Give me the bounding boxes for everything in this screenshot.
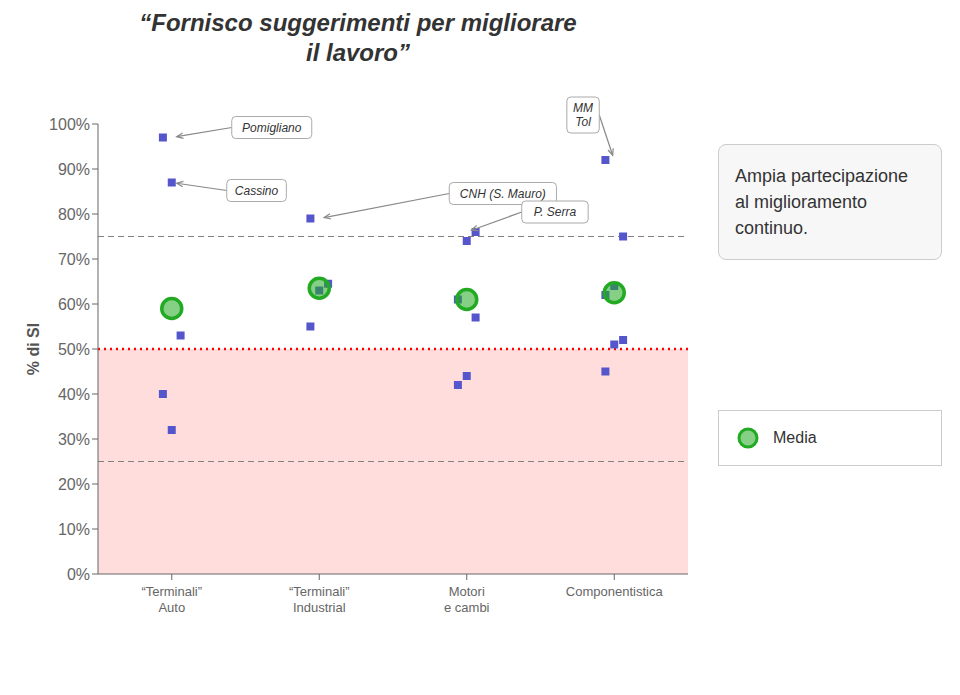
svg-text:Componentistica: Componentistica bbox=[566, 584, 664, 599]
svg-text:“Terminali”Industrial: “Terminali”Industrial bbox=[289, 584, 350, 615]
svg-text:100%: 100% bbox=[49, 116, 90, 133]
svg-text:10%: 10% bbox=[58, 521, 90, 538]
svg-text:P. Serra: P. Serra bbox=[534, 205, 577, 219]
svg-text:60%: 60% bbox=[58, 296, 90, 313]
svg-text:70%: 70% bbox=[58, 251, 90, 268]
svg-text:MMTol: MMTol bbox=[573, 101, 593, 129]
html-text:“Fornisco suggerimenti per mig: “Fornisco suggerimenti per migliorare bbox=[139, 9, 577, 36]
svg-text:% di SI: % di SI bbox=[25, 323, 42, 375]
svg-text:50%: 50% bbox=[58, 341, 90, 358]
svg-text:“Terminali”Auto: “Terminali”Auto bbox=[141, 584, 202, 615]
svg-text:Motorie cambi: Motorie cambi bbox=[444, 584, 490, 615]
html-text:il lavoro”: il lavoro” bbox=[306, 39, 410, 66]
svg-text:30%: 30% bbox=[58, 431, 90, 448]
html-text:Media: Media bbox=[773, 429, 817, 446]
svg-text:0%: 0% bbox=[67, 566, 90, 583]
svg-text:Pomigliano: Pomigliano bbox=[242, 121, 302, 135]
svg-text:CNH (S. Mauro): CNH (S. Mauro) bbox=[460, 187, 546, 201]
html-text:Ampia partecipazione al miglio: Ampia partecipazione al miglioramento co… bbox=[735, 166, 909, 238]
svg-text:Cassino: Cassino bbox=[235, 184, 279, 198]
svg-text:40%: 40% bbox=[58, 386, 90, 403]
svg-text:20%: 20% bbox=[58, 476, 90, 493]
svg-text:90%: 90% bbox=[58, 161, 90, 178]
svg-text:80%: 80% bbox=[58, 206, 90, 223]
